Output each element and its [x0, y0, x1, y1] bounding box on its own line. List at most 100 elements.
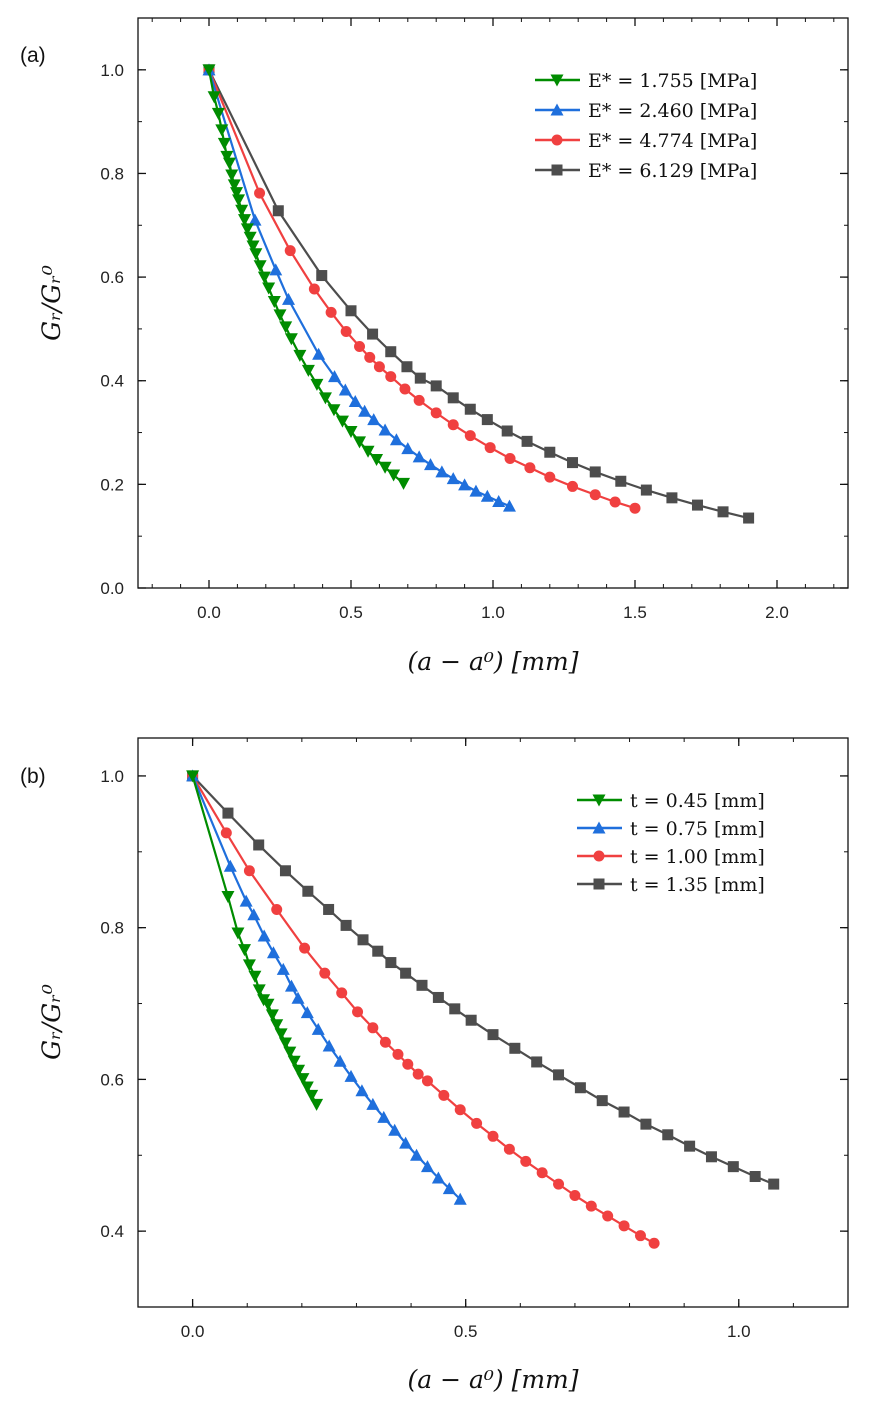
data-point	[447, 392, 459, 404]
data-point	[364, 351, 376, 363]
data-point	[487, 1029, 499, 1041]
x-axis-title-b: (a − a⁰) [mm]	[407, 1365, 578, 1394]
panel-b: (b) 0.0 0.5 1.00.40.60.81.0 t = 0.45 [mm]t…	[20, 737, 849, 1394]
data-point	[300, 1081, 314, 1094]
data-point	[348, 394, 362, 407]
data-point	[267, 295, 281, 308]
data-point	[367, 413, 381, 426]
data-point	[357, 934, 369, 946]
data-point	[389, 433, 403, 446]
data-point	[318, 392, 332, 405]
panel-a: (a) 0.0 0.5 1.0 1.5 2.0 0.0 0.2 0.4 0.6 0.8 1.0 E*…	[20, 17, 849, 676]
data-point	[302, 885, 314, 897]
data-point	[344, 1069, 358, 1082]
data-point	[509, 1042, 521, 1054]
data-point	[469, 484, 483, 497]
data-point	[333, 1054, 347, 1067]
data-point	[279, 865, 291, 877]
data-point	[544, 446, 556, 458]
legend-label: t = 0.75 [mm]	[630, 818, 765, 840]
panel-label-b: (b)	[20, 765, 46, 788]
legend-b: t = 0.45 [mm] t = 0.75 [mm] t = 1.00 [mm] t…	[577, 790, 765, 896]
axis-ticks-a: 0.0 0.5 1.0 1.5 2.0 0.0 0.2 0.4 0.6 0.8 1.0	[100, 17, 848, 622]
legend-item: E* = 4.774 [MPa]	[535, 130, 757, 152]
data-point	[521, 435, 533, 447]
data-point	[378, 461, 392, 474]
data-point	[453, 1192, 467, 1205]
legend-item: E* = 2.460 [MPa]	[535, 100, 757, 122]
data-point	[246, 240, 260, 253]
data-point	[487, 1130, 499, 1142]
data-point	[248, 970, 262, 983]
data-point	[186, 770, 200, 783]
data-point	[300, 1006, 314, 1019]
data-point	[253, 839, 265, 851]
data-point	[502, 499, 516, 512]
data-point	[242, 959, 256, 972]
series-triangle-up-2	[202, 63, 516, 512]
data-point	[531, 1056, 543, 1068]
data-point	[589, 489, 601, 501]
data-point	[412, 450, 426, 463]
data-point	[328, 370, 342, 383]
data-point	[385, 346, 397, 358]
data-point	[292, 1064, 306, 1077]
data-point	[278, 1037, 292, 1050]
series-circle-1	[203, 64, 641, 514]
data-point	[232, 194, 246, 207]
data-point	[484, 442, 496, 454]
data-point	[492, 494, 506, 507]
legend-item: t = 1.00 [mm]	[577, 846, 765, 868]
data-point	[567, 480, 579, 492]
x-tick-label: 1.0	[727, 1322, 751, 1341]
data-point	[504, 452, 516, 464]
data-point	[662, 1129, 674, 1141]
data-point	[354, 341, 366, 353]
data-point	[284, 245, 296, 257]
data-point	[308, 283, 320, 295]
data-point	[361, 445, 375, 458]
data-point	[536, 1167, 548, 1179]
data-point	[648, 1237, 660, 1249]
data-point	[569, 1189, 581, 1201]
data-point	[253, 260, 267, 273]
data-point	[340, 919, 352, 931]
data-point	[416, 979, 428, 991]
legend-label: E* = 2.460 [MPa]	[588, 100, 757, 122]
data-point	[344, 426, 358, 439]
y-tick-label: 0.6	[100, 1070, 124, 1089]
legend-label: E* = 6.129 [MPa]	[588, 160, 757, 182]
data-point	[618, 1220, 630, 1232]
data-point	[553, 1069, 565, 1081]
data-point	[377, 1110, 391, 1123]
data-point	[640, 1118, 652, 1130]
data-point	[220, 827, 232, 839]
legend-marker	[551, 164, 563, 176]
data-point	[227, 179, 241, 192]
data-point	[202, 64, 216, 77]
data-point	[335, 415, 349, 428]
data-point	[311, 1022, 325, 1035]
series-triangle-down-3	[186, 770, 324, 1111]
data-point	[336, 987, 348, 999]
data-point	[442, 1182, 456, 1195]
data-point	[248, 213, 262, 226]
x-tick-label: 2.0	[765, 603, 789, 622]
x-tick-label: 0.5	[339, 603, 363, 622]
data-point	[413, 394, 425, 406]
data-point	[283, 1046, 297, 1059]
data-point	[464, 403, 476, 415]
data-point	[401, 361, 413, 373]
data-point	[640, 484, 652, 496]
data-point	[397, 477, 411, 490]
y-axis-title-a: Gᵣ/Gᵣ⁰	[37, 265, 66, 341]
data-point	[749, 1171, 761, 1183]
data-point	[223, 859, 237, 872]
data-point	[240, 223, 254, 236]
data-point	[446, 472, 460, 485]
data-point	[282, 292, 296, 305]
legend-marker	[593, 878, 605, 890]
data-point	[503, 1143, 515, 1155]
data-point	[431, 1171, 445, 1184]
data-point	[385, 371, 397, 383]
